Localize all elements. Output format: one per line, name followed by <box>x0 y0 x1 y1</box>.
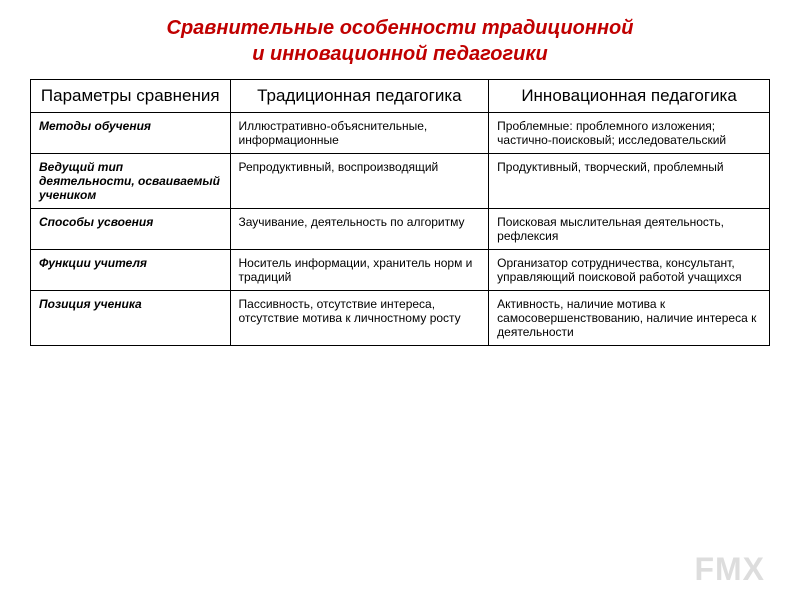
param-cell: Позиция ученика <box>31 291 231 346</box>
table-row: Позиция ученика Пассивность, отсутствие … <box>31 291 770 346</box>
traditional-cell: Иллюстративно-объяснительные, информацио… <box>230 113 489 154</box>
innovative-cell: Проблемные: проблемного изложения; части… <box>489 113 770 154</box>
innovative-cell: Организатор сотрудничества, консультант,… <box>489 250 770 291</box>
traditional-cell: Пассивность, отсутствие интереса, отсутс… <box>230 291 489 346</box>
page-title: Сравнительные особенности традиционной и… <box>30 15 770 67</box>
comparison-table: Параметры сравнения Традиционная педагог… <box>30 79 770 346</box>
table-row: Ведущий тип деятельности, осваиваемый уч… <box>31 154 770 209</box>
table-body: Методы обучения Иллюстративно-объяснител… <box>31 113 770 346</box>
title-line-1: Сравнительные особенности традиционной <box>167 17 634 39</box>
table-row: Способы усвоения Заучивание, деятельност… <box>31 209 770 250</box>
col-header-innovative: Инновационная педагогика <box>489 80 770 113</box>
col-header-parameters: Параметры сравнения <box>31 80 231 113</box>
table-row: Методы обучения Иллюстративно-объяснител… <box>31 113 770 154</box>
param-cell: Способы усвоения <box>31 209 231 250</box>
watermark: FMX <box>694 551 765 588</box>
table-row: Функции учителя Носитель информации, хра… <box>31 250 770 291</box>
innovative-cell: Активность, наличие мотива к самосоверше… <box>489 291 770 346</box>
param-cell: Функции учителя <box>31 250 231 291</box>
traditional-cell: Репродуктивный, воспроизводящий <box>230 154 489 209</box>
col-header-traditional: Традиционная педагогика <box>230 80 489 113</box>
param-cell: Ведущий тип деятельности, осваиваемый уч… <box>31 154 231 209</box>
innovative-cell: Продуктивный, творческий, проблемный <box>489 154 770 209</box>
traditional-cell: Заучивание, деятельность по алгоритму <box>230 209 489 250</box>
param-cell: Методы обучения <box>31 113 231 154</box>
traditional-cell: Носитель информации, хранитель норм и тр… <box>230 250 489 291</box>
title-line-2: и инновационной педагогики <box>252 43 548 65</box>
table-header-row: Параметры сравнения Традиционная педагог… <box>31 80 770 113</box>
innovative-cell: Поисковая мыслительная деятельность, реф… <box>489 209 770 250</box>
